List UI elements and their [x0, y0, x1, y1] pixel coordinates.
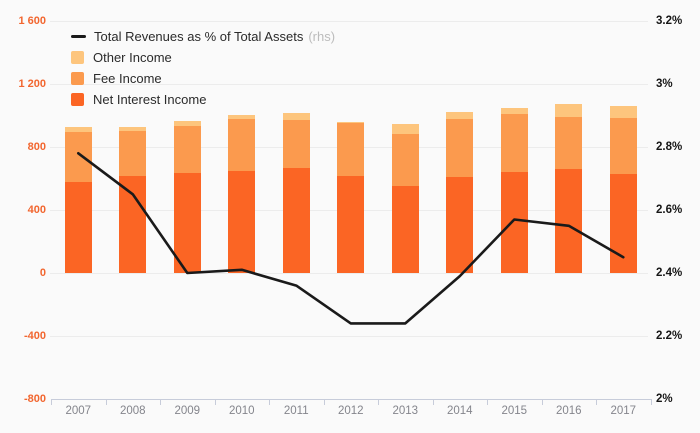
gridline — [50, 273, 648, 274]
bar-2016-net-interest-income — [555, 169, 583, 273]
bar-2009-net-interest-income — [173, 172, 201, 273]
bar-2015-net-interest-income — [500, 172, 528, 273]
bar-2015-fee-income — [500, 113, 528, 173]
legend-item-other-income[interactable]: Other Income — [71, 47, 335, 68]
y-axis-right-tick: 3.2% — [656, 15, 683, 27]
bar-2017-fee-income — [609, 117, 637, 174]
bar-2013-fee-income — [391, 134, 419, 187]
x-axis-tick — [378, 399, 379, 405]
x-axis-tick — [541, 399, 543, 405]
y-axis-left-tick: 800 — [27, 141, 46, 153]
bar-2012-fee-income — [337, 123, 365, 177]
x-axis-line — [51, 399, 651, 400]
y-axis-right-tick: 3% — [656, 78, 673, 90]
x-axis-tick — [487, 399, 488, 405]
net-interest-income-swatch-icon — [71, 93, 84, 106]
y-axis-right-tick: 2.2% — [656, 330, 683, 342]
legend-item-fee-income[interactable]: Fee Income — [71, 68, 335, 89]
legend-label: Net Interest Income — [93, 92, 207, 107]
fee-income-swatch-icon — [71, 72, 84, 85]
legend-label: Other Income — [93, 50, 172, 65]
x-axis-tick — [323, 399, 325, 405]
bar-2008-other-income — [119, 126, 147, 132]
legend-label: Total Revenues as % of Total Assets — [94, 29, 304, 44]
gridline — [50, 336, 648, 337]
legend-label: Fee Income — [93, 71, 162, 86]
x-axis-tick — [596, 399, 597, 405]
bar-2008-net-interest-income — [119, 176, 147, 273]
bar-2015-other-income — [500, 107, 528, 114]
y-axis-left-tick: -800 — [23, 393, 46, 405]
x-axis-tick — [214, 399, 216, 405]
chart-legend: Total Revenues as % of Total Assets (rhs… — [71, 26, 335, 110]
bar-2013-net-interest-income — [391, 186, 419, 273]
bar-2016-other-income — [555, 104, 583, 118]
x-axis-year-label: 2008 — [119, 405, 146, 417]
legend-item-total-revenues[interactable]: Total Revenues as % of Total Assets (rhs… — [71, 26, 335, 47]
y-axis-right-tick: 2% — [656, 393, 673, 405]
y-axis-right-tick: 2.4% — [656, 267, 683, 279]
x-axis-year-label: 2017 — [610, 405, 637, 417]
bar-2009-other-income — [173, 121, 201, 126]
bar-2011-net-interest-income — [282, 168, 310, 273]
bar-2017-net-interest-income — [609, 173, 637, 273]
gridline — [50, 84, 648, 85]
x-axis-tick — [51, 399, 52, 405]
bar-2010-net-interest-income — [228, 170, 256, 273]
y-axis-right-tick: 2.6% — [656, 204, 683, 216]
x-axis-year-label: 2015 — [501, 405, 528, 417]
bar-2009-fee-income — [173, 125, 201, 173]
bar-2011-other-income — [282, 113, 310, 121]
y-axis-left-tick: 400 — [27, 204, 46, 216]
x-axis-tick — [650, 399, 652, 405]
bar-2012-other-income — [337, 121, 365, 124]
x-axis-year-label: 2016 — [555, 405, 582, 417]
x-axis-year-label: 2009 — [174, 405, 201, 417]
x-axis-tick — [105, 399, 107, 405]
gridline — [50, 21, 648, 22]
x-axis-tick — [160, 399, 161, 405]
other-income-swatch-icon — [71, 51, 84, 64]
bar-2008-fee-income — [119, 131, 147, 177]
bar-2007-net-interest-income — [64, 181, 92, 273]
bar-2016-fee-income — [555, 117, 583, 170]
bar-2014-fee-income — [446, 119, 474, 177]
bar-2017-other-income — [609, 106, 637, 118]
y-axis-left-tick: 1 200 — [18, 78, 46, 90]
x-axis-year-label: 2013 — [392, 405, 419, 417]
bar-2007-other-income — [64, 127, 92, 133]
y-axis-left-tick: 1 600 — [18, 15, 46, 27]
y-axis-left-tick: 0 — [39, 267, 46, 279]
bar-2012-net-interest-income — [337, 176, 365, 273]
y-axis-right-tick: 2.8% — [656, 141, 683, 153]
x-axis-year-label: 2010 — [228, 405, 255, 417]
bar-2010-fee-income — [228, 118, 256, 171]
bar-2007-fee-income — [64, 132, 92, 182]
bar-2013-other-income — [391, 124, 419, 135]
line-swatch-icon — [71, 35, 86, 38]
bar-2010-other-income — [228, 114, 256, 119]
x-axis-tick — [432, 399, 434, 405]
legend-item-net-interest-income[interactable]: Net Interest Income — [71, 89, 335, 110]
x-axis-year-label: 2012 — [337, 405, 364, 417]
x-axis-year-label: 2007 — [65, 405, 92, 417]
legend-rhs-note: (rhs) — [308, 29, 336, 44]
bar-2014-net-interest-income — [446, 176, 474, 273]
bar-2011-fee-income — [282, 120, 310, 169]
y-axis-left-tick: -400 — [23, 330, 46, 342]
bar-2014-other-income — [446, 111, 474, 120]
x-axis-year-label: 2014 — [446, 405, 473, 417]
x-axis-tick — [269, 399, 270, 405]
x-axis-year-label: 2011 — [283, 405, 309, 417]
